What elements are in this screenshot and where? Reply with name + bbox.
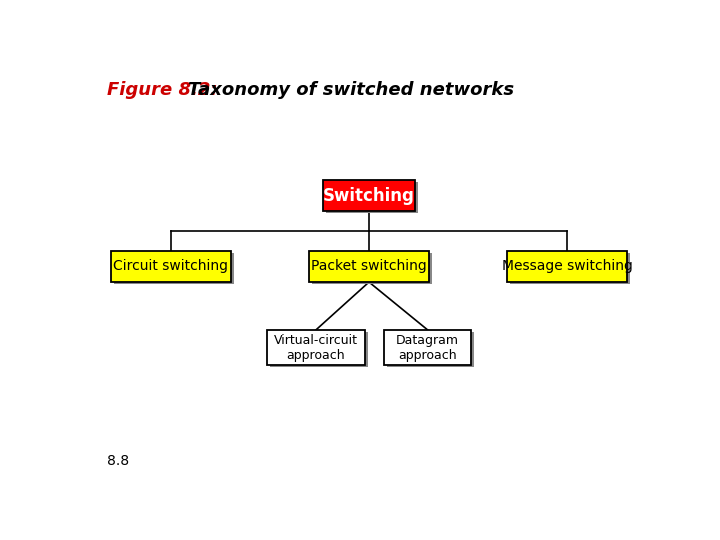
FancyBboxPatch shape bbox=[384, 330, 471, 365]
FancyBboxPatch shape bbox=[309, 251, 429, 282]
FancyBboxPatch shape bbox=[510, 253, 630, 284]
Text: Taxonomy of switched networks: Taxonomy of switched networks bbox=[188, 82, 514, 99]
FancyBboxPatch shape bbox=[114, 253, 234, 284]
FancyBboxPatch shape bbox=[387, 332, 474, 367]
Text: Message switching: Message switching bbox=[502, 259, 633, 273]
FancyBboxPatch shape bbox=[323, 180, 415, 211]
Text: Virtual-circuit
approach: Virtual-circuit approach bbox=[274, 334, 358, 362]
FancyBboxPatch shape bbox=[507, 251, 627, 282]
Text: 8.8: 8.8 bbox=[107, 454, 129, 468]
FancyBboxPatch shape bbox=[270, 332, 368, 367]
FancyBboxPatch shape bbox=[325, 183, 418, 213]
FancyBboxPatch shape bbox=[267, 330, 365, 365]
FancyBboxPatch shape bbox=[111, 251, 231, 282]
Text: Circuit switching: Circuit switching bbox=[114, 259, 228, 273]
Text: Figure 8.2:: Figure 8.2: bbox=[107, 82, 230, 99]
Text: Datagram
approach: Datagram approach bbox=[396, 334, 459, 362]
Text: Packet switching: Packet switching bbox=[311, 259, 427, 273]
FancyBboxPatch shape bbox=[312, 253, 432, 284]
Text: Switching: Switching bbox=[323, 187, 415, 205]
